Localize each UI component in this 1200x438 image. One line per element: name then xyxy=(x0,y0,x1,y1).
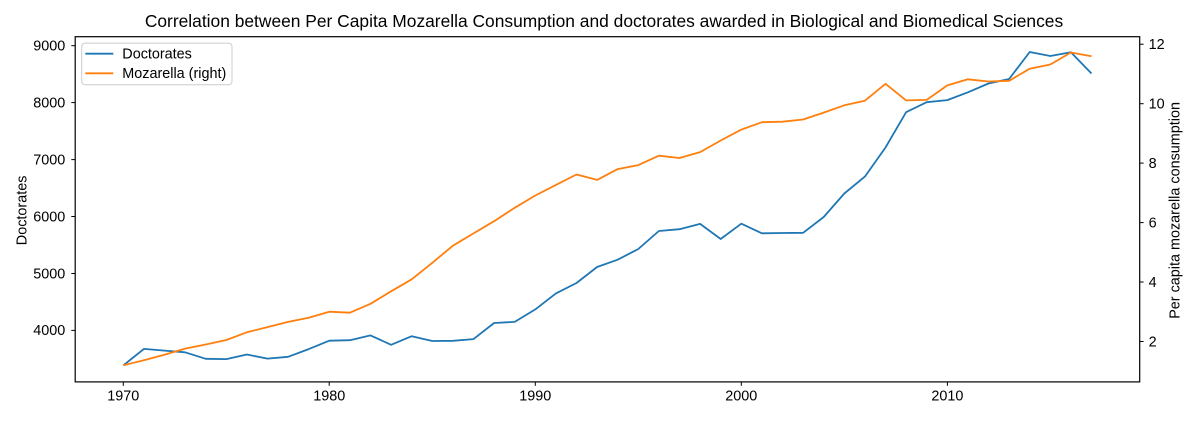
svg-text:1970: 1970 xyxy=(107,389,139,405)
svg-text:2: 2 xyxy=(1149,334,1157,350)
svg-text:2000: 2000 xyxy=(725,389,757,405)
svg-text:4000: 4000 xyxy=(33,323,65,339)
svg-text:7000: 7000 xyxy=(33,152,65,168)
svg-text:6000: 6000 xyxy=(33,209,65,225)
svg-text:2010: 2010 xyxy=(931,389,963,405)
svg-text:12: 12 xyxy=(1149,37,1165,53)
svg-text:10: 10 xyxy=(1149,97,1165,113)
svg-text:5000: 5000 xyxy=(33,266,65,282)
svg-text:6: 6 xyxy=(1149,215,1157,231)
svg-text:Per capita mozarella consumpti: Per capita mozarella consumption xyxy=(1167,102,1183,319)
svg-text:Correlation between Per Capita: Correlation between Per Capita Mozarella… xyxy=(145,11,1064,31)
svg-text:8: 8 xyxy=(1149,156,1157,172)
svg-text:8000: 8000 xyxy=(33,95,65,111)
svg-text:4: 4 xyxy=(1149,275,1157,291)
svg-text:Mozarella (right): Mozarella (right) xyxy=(122,66,226,82)
svg-text:9000: 9000 xyxy=(33,39,65,55)
svg-text:Doctorates: Doctorates xyxy=(15,176,31,246)
svg-text:1990: 1990 xyxy=(519,389,551,405)
svg-text:Doctorates: Doctorates xyxy=(122,47,192,63)
svg-text:1980: 1980 xyxy=(313,389,345,405)
